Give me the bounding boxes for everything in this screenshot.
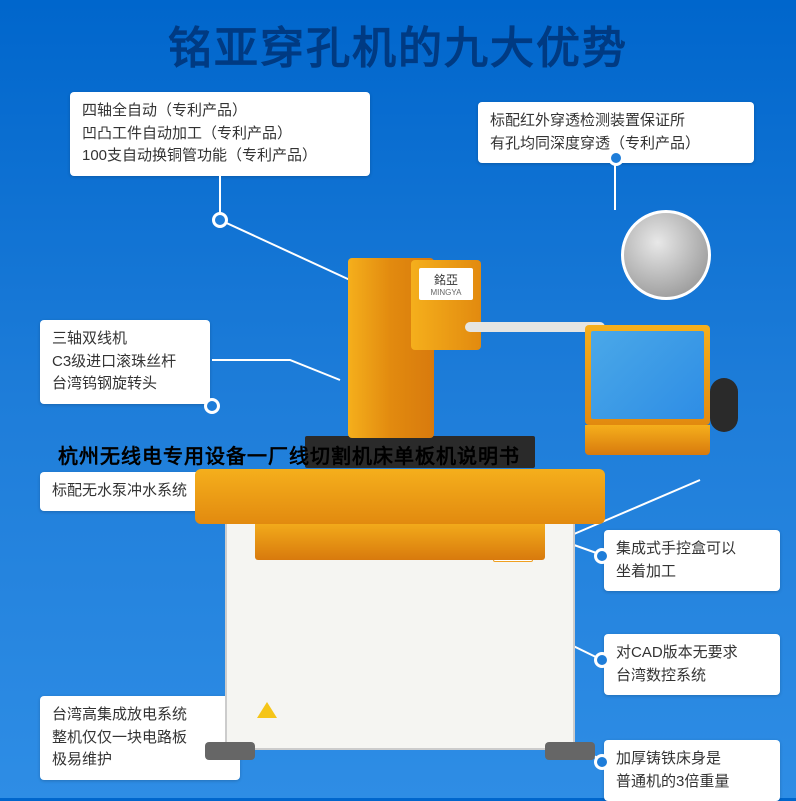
monitor [585, 325, 710, 460]
logo-main: 銘亞 [434, 273, 458, 287]
machine-rail [255, 520, 545, 560]
machine-foot [545, 742, 595, 760]
monitor-frame [585, 325, 710, 425]
callout-text: 凹凸工件自动加工（专利产品） [82, 123, 358, 146]
machine-logo: 銘亞 MINGYA [419, 268, 473, 300]
callout-text: 100支自动换铜管功能（专利产品） [82, 145, 358, 168]
callout-text: 普通机的3倍重量 [616, 771, 768, 794]
machine-head: 銘亞 MINGYA [411, 260, 481, 350]
monitor-screen [591, 331, 704, 419]
pendant-controller-icon [710, 378, 738, 432]
machine-foot [205, 742, 255, 760]
callout-text: 标配红外穿透检测装置保证所 [490, 110, 742, 133]
monitor-arm [465, 322, 605, 332]
warning-triangle-icon [257, 702, 277, 718]
machine-table [195, 469, 605, 524]
machine-illustration: 銘亞 MINGYA [165, 240, 675, 760]
connector-dot [212, 212, 228, 228]
callout-text: 四轴全自动（专利产品） [82, 100, 358, 123]
page-title: 铭亚穿孔机的九大优势 [0, 12, 796, 76]
callout-top-left: 四轴全自动（专利产品） 凹凸工件自动加工（专利产品） 100支自动换铜管功能（专… [70, 92, 370, 176]
connector-dot [608, 150, 624, 166]
monitor-keys [585, 425, 710, 455]
logo-sub: MINGYA [422, 288, 470, 297]
overlay-watermark: 杭州无线电专用设备一厂线切割机床单板机说明书 [58, 440, 520, 469]
